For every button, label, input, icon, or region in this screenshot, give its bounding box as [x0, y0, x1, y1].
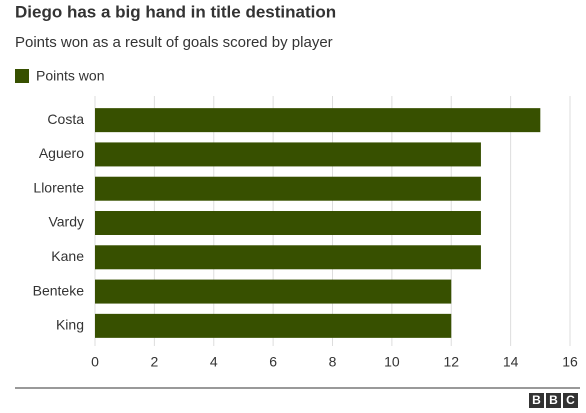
legend-label: Points won: [36, 68, 104, 84]
y-tick-label: King: [56, 317, 84, 333]
legend-swatch: [15, 69, 29, 83]
y-tick-label: Benteke: [33, 282, 85, 298]
logo-box: [563, 393, 578, 408]
logo-letter: C: [566, 393, 575, 407]
y-tick-label: Kane: [51, 248, 84, 264]
bar: [95, 313, 452, 338]
bar: [95, 245, 481, 270]
x-tick-label: 16: [562, 354, 578, 370]
x-tick-label: 12: [443, 354, 459, 370]
chart-subtitle: Points won as a result of goals scored b…: [15, 34, 333, 51]
logo-letter: B: [549, 393, 558, 407]
x-tick-label: 2: [150, 354, 158, 370]
logo-box: [529, 393, 544, 408]
y-tick-label: Llorente: [33, 179, 84, 195]
chart-title: Diego has a big hand in title destinatio…: [15, 2, 336, 21]
x-tick-label: 10: [384, 354, 400, 370]
bar: [95, 142, 481, 167]
x-tick-label: 6: [269, 354, 277, 370]
x-tick-label: 4: [210, 354, 218, 370]
y-tick-label: Aguero: [39, 145, 84, 161]
y-tick-label: Vardy: [48, 214, 84, 230]
logo-box: [546, 393, 561, 408]
logo-letter: B: [532, 393, 541, 407]
x-tick-label: 14: [503, 354, 519, 370]
bar: [95, 176, 481, 201]
bar: [95, 211, 481, 235]
y-tick-label: Costa: [47, 111, 84, 127]
x-tick-label: 0: [91, 354, 99, 370]
bar: [95, 279, 452, 304]
x-tick-label: 8: [329, 354, 337, 370]
bar: [95, 108, 541, 133]
